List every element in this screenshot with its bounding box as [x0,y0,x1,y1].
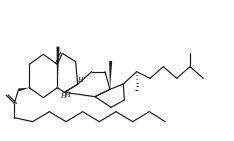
Text: H̄: H̄ [60,92,66,100]
Text: H̄: H̄ [64,91,70,99]
Polygon shape [56,47,59,88]
Polygon shape [18,88,29,92]
Polygon shape [109,61,112,89]
Text: H: H [77,76,83,84]
